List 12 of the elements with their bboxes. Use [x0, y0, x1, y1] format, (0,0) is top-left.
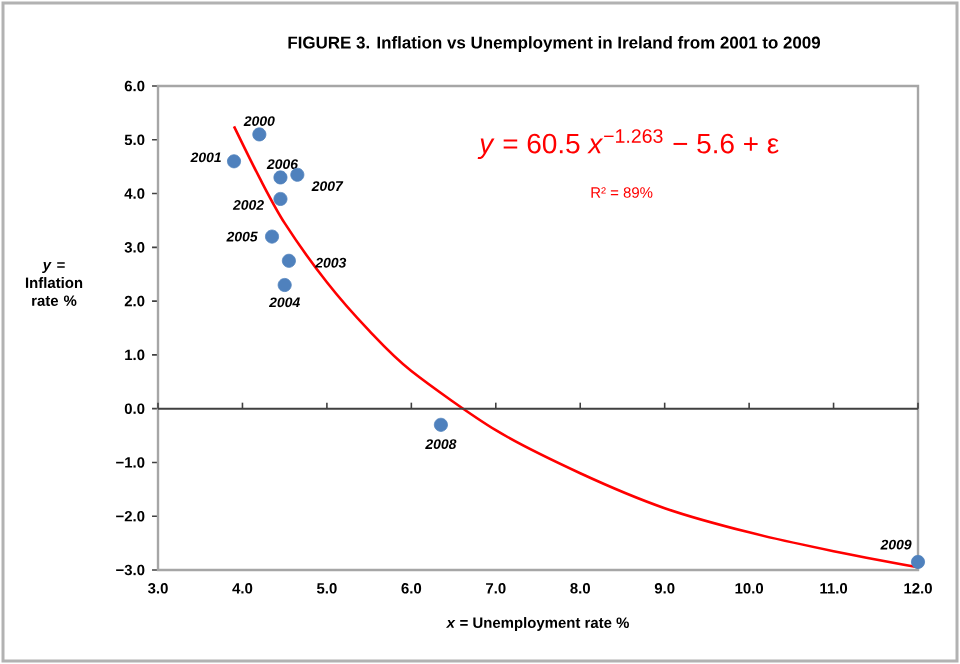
point [252, 127, 267, 142]
point [277, 278, 292, 292]
point [265, 229, 279, 244]
point [433, 417, 448, 432]
point [273, 170, 288, 185]
point [911, 554, 925, 569]
chart-title: FIGURE 3. Inflation vs Unemployment in Ireland from 2001 to 2009 [288, 36, 821, 52]
annotation: y = 60.5 x$^{−1.263}$ − 5.6 + ε [477, 129, 779, 160]
point [290, 167, 305, 182]
point [273, 191, 288, 206]
point [227, 154, 241, 169]
point [281, 253, 296, 268]
